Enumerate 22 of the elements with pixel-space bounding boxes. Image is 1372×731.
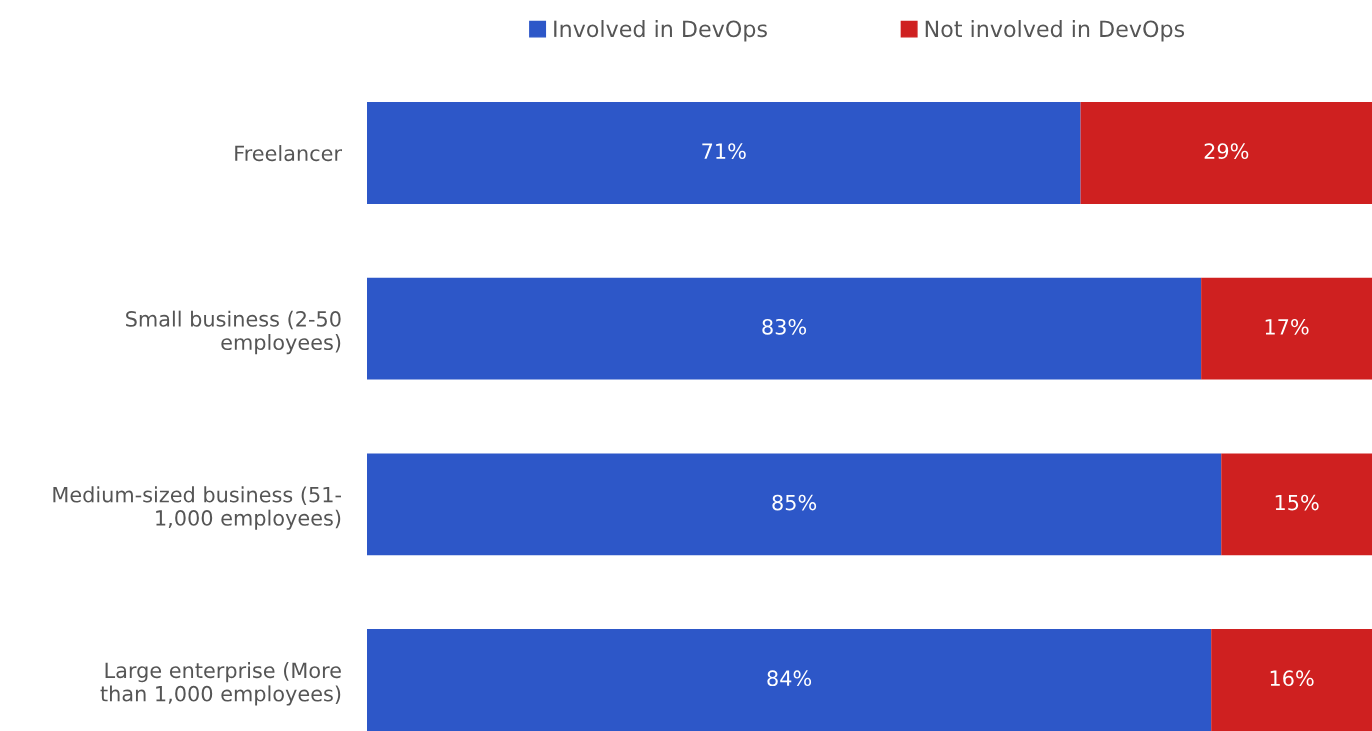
bar [367, 277, 1202, 380]
data-label: 15% [1275, 494, 1319, 511]
bar [367, 102, 1081, 204]
bar [1211, 629, 1372, 731]
legend-label: Involved in DevOps [554, 20, 767, 42]
bar [1080, 102, 1372, 204]
data-label: 84% [767, 670, 812, 687]
bar [367, 453, 1222, 556]
data-label: 17% [1265, 318, 1309, 335]
y-tick-label: Small business (2-50 employees) [126, 310, 341, 355]
y-tick-label: Freelancer [235, 145, 342, 162]
bar [1201, 277, 1372, 380]
bar [1221, 453, 1372, 556]
data-label: 29% [1204, 143, 1249, 159]
y-tick-label: Large enterprise (More than 1,000 employees) [100, 662, 341, 706]
data-label: 71% [702, 143, 746, 159]
y-tick-label: Medium-sized business (51- 1,000 employees) [53, 486, 341, 530]
bar [367, 629, 1212, 731]
data-label: 83% [762, 318, 807, 335]
data-label: 16% [1270, 670, 1314, 687]
legend-label: Not involved in DevOps [925, 20, 1185, 42]
data-label: 85% [772, 494, 817, 511]
